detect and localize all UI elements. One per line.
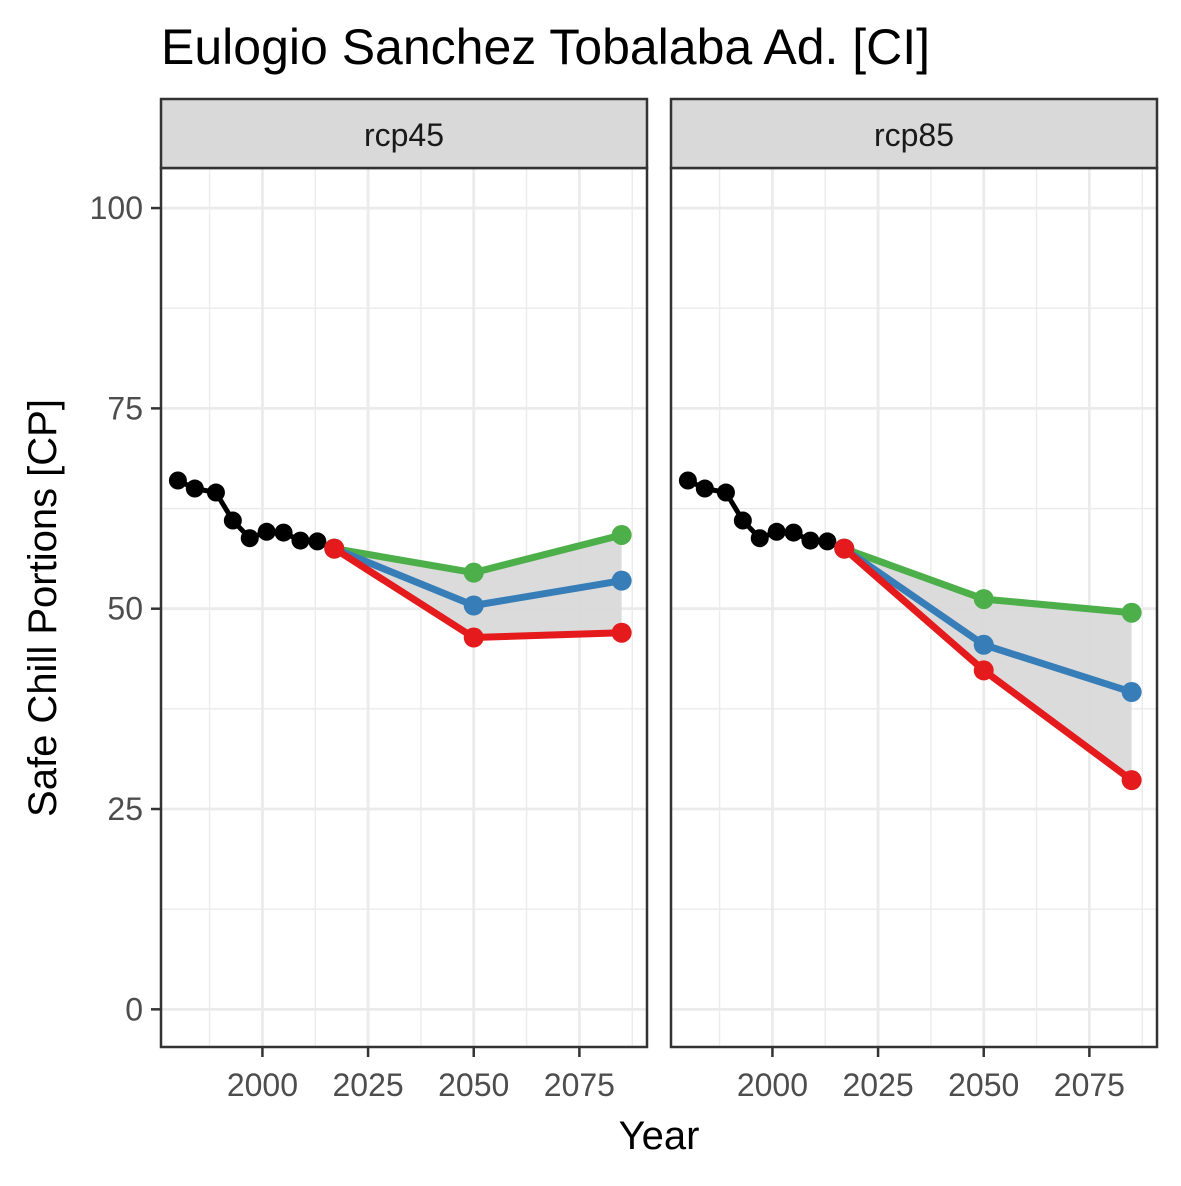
projection-point-high <box>611 524 632 545</box>
projection-point-low <box>463 627 484 648</box>
historic-point <box>716 483 735 502</box>
y-tick-label: 25 <box>107 791 143 827</box>
historic-point <box>168 471 187 490</box>
projection-point-high <box>973 589 994 610</box>
projection-point-low <box>324 538 345 559</box>
x-tick-label: 2075 <box>544 1067 615 1103</box>
projection-range-ribbon <box>334 534 622 638</box>
historic-point <box>291 531 310 550</box>
historic-point <box>678 471 697 490</box>
y-tick-label: 50 <box>107 591 143 627</box>
x-tick-label: 2000 <box>737 1067 808 1103</box>
x-tick-label: 2050 <box>948 1067 1019 1103</box>
facet-panel-rcp45: rcp45 2000 2025 2050 2075 0 25 50 75 100 <box>90 97 649 1103</box>
historic-point <box>818 532 837 551</box>
y-tick-label: 100 <box>90 190 143 226</box>
historic-point <box>801 531 820 550</box>
x-tick-label: 2050 <box>438 1067 509 1103</box>
projection-point-mid <box>463 595 484 616</box>
historic-point <box>308 532 327 551</box>
x-tick-label: 2025 <box>332 1067 403 1103</box>
projection-point-mid <box>1121 682 1142 703</box>
facet-strip <box>669 97 1159 170</box>
historic-point <box>257 522 276 541</box>
projection-point-low <box>973 660 994 681</box>
historic-point <box>733 511 752 530</box>
historic-point <box>695 479 714 498</box>
facet-panel-rcp85: rcp85 2000 2025 2050 2075 <box>669 97 1159 1103</box>
facet-strip-label: rcp85 <box>874 117 954 153</box>
facet-strip <box>159 97 649 170</box>
y-tick-label: 75 <box>107 390 143 426</box>
projection-point-mid <box>973 634 994 655</box>
historic-point <box>274 523 293 542</box>
panels: rcp45 2000 2025 2050 2075 0 25 50 75 100 rcp85 2000… <box>90 97 1159 1103</box>
y-axis-label: Safe Chill Portions [CP] <box>21 399 65 817</box>
projection-point-low <box>1121 770 1142 791</box>
facet-strip-label: rcp45 <box>364 117 444 153</box>
historic-point <box>185 479 204 498</box>
y-tick-label: 0 <box>125 991 143 1027</box>
projection-point-low <box>834 538 855 559</box>
x-axis-label: Year <box>619 1114 700 1158</box>
historic-point <box>240 529 259 548</box>
historic-point <box>750 529 769 548</box>
historic-point <box>206 483 225 502</box>
projection-point-high <box>463 562 484 583</box>
historic-point <box>223 511 242 530</box>
projection-point-high <box>1121 602 1142 623</box>
historic-point <box>784 523 803 542</box>
projection-point-low <box>611 622 632 643</box>
x-tick-label: 2075 <box>1054 1067 1125 1103</box>
chart-title: Eulogio Sanchez Tobalaba Ad. [CI] <box>161 19 930 75</box>
x-tick-label: 2000 <box>227 1067 298 1103</box>
projection-point-mid <box>611 570 632 591</box>
historic-point <box>767 522 786 541</box>
x-tick-label: 2025 <box>842 1067 913 1103</box>
